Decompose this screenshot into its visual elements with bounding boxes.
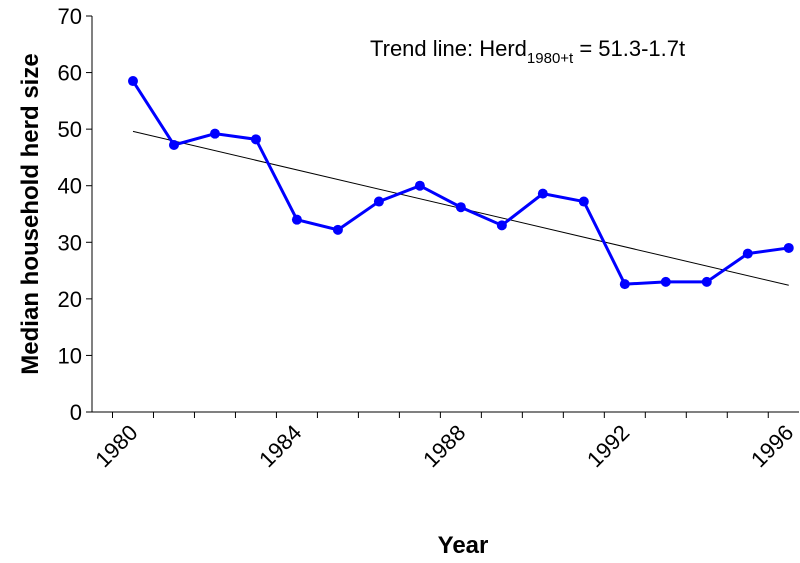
x-tick-label: 1980: [90, 420, 142, 472]
data-point: [578, 196, 589, 207]
x-tick-label: 1992: [582, 420, 634, 472]
y-tick-label: 70: [58, 4, 82, 29]
y-tick-label: 0: [70, 400, 82, 425]
annotation-subscript: 1980+t: [527, 50, 574, 67]
series-line: [131, 80, 789, 286]
y-tick-label: 40: [58, 174, 82, 199]
data-point: [414, 180, 425, 191]
data-point: [373, 196, 384, 207]
data-point: [742, 248, 753, 259]
y-tick-label: 50: [58, 117, 82, 142]
data-point: [291, 214, 302, 225]
x-axis-title: Year: [438, 532, 489, 559]
y-tick-label: 20: [58, 287, 82, 312]
data-point: [496, 220, 507, 231]
data-point: [619, 279, 630, 290]
y-tick-label: 10: [58, 343, 82, 368]
data-point: [783, 242, 794, 253]
y-tick-label: 30: [58, 230, 82, 255]
data-point: [660, 276, 671, 287]
data-point: [250, 134, 261, 145]
y-tick-label: 60: [58, 61, 82, 86]
data-point: [701, 276, 712, 287]
trend-annotation: Trend line: Herd1980+t = 51.3-1.7t: [370, 36, 685, 67]
x-tick-label: 1996: [746, 420, 798, 472]
x-tick-label: 1988: [418, 420, 470, 472]
data-point: [537, 188, 548, 199]
data-point: [127, 76, 138, 87]
data-point: [168, 139, 179, 150]
x-tick-label: 1984: [254, 420, 306, 472]
annotation-prefix: Trend line: Herd: [370, 36, 527, 61]
annotation-suffix: = 51.3-1.7t: [573, 36, 685, 61]
data-point: [209, 128, 220, 139]
y-axis-title: Median household herd size: [17, 53, 44, 374]
data-point: [455, 202, 466, 213]
data-point: [332, 224, 343, 235]
